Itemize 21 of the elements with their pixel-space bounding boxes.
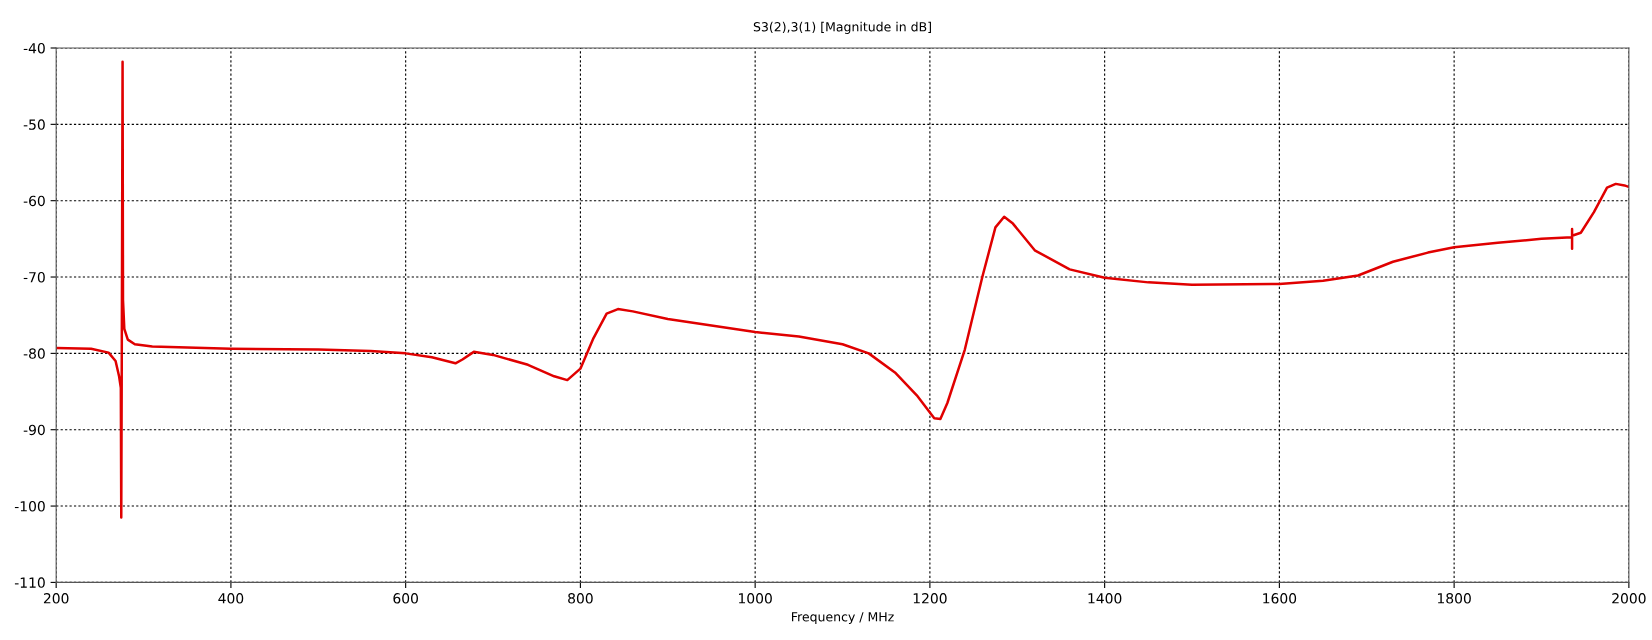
line-series: [56, 60, 1629, 519]
y-tick-label: -90: [23, 424, 45, 436]
x-tick-label: 600: [393, 593, 418, 604]
x-tick-label: 800: [568, 593, 593, 604]
y-tick-label: -80: [23, 348, 45, 359]
x-tick-label: 1600: [1263, 593, 1297, 604]
chart-title: S3(2),3(1) [Magnitude in dB]: [753, 21, 931, 34]
x-tick-label: 1200: [913, 593, 947, 604]
x-tick-label: 1400: [1088, 593, 1122, 604]
x-tick-label: 1000: [739, 593, 772, 604]
x-tick-label: 400: [218, 593, 244, 604]
x-tick-label: 2000: [1612, 593, 1646, 604]
x-tick-label: 200: [43, 593, 69, 604]
x-axis-title: Frequency / MHz: [792, 612, 894, 624]
y-tick-label: -50: [23, 119, 45, 130]
y-tick-label: -60: [23, 195, 45, 207]
y-tick-label: -110: [14, 577, 45, 588]
y-tick-label: -70: [23, 272, 45, 283]
x-tick-label: 1800: [1437, 593, 1471, 604]
y-tick-label: -100: [14, 501, 45, 512]
y-tick-label: -40: [23, 42, 45, 54]
